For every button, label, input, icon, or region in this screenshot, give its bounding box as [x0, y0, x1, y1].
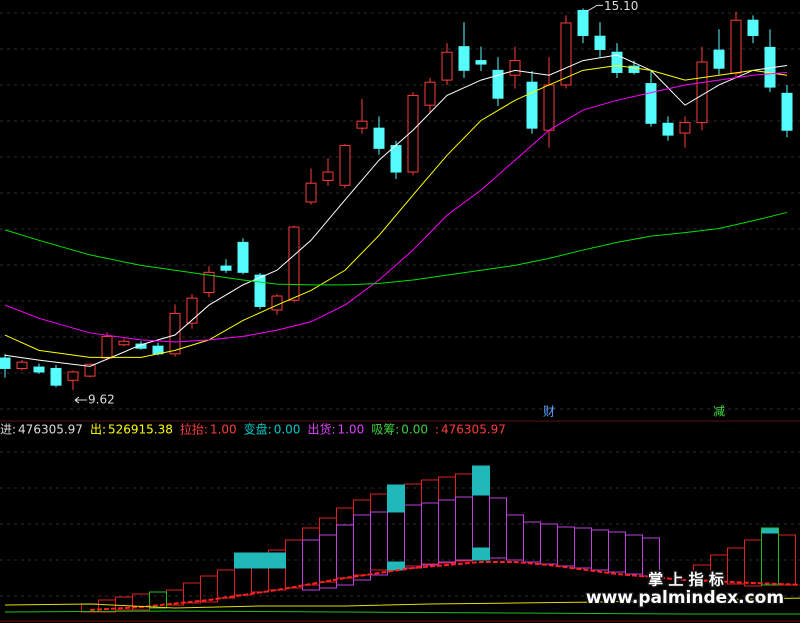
- candle-body: [475, 60, 487, 65]
- candle-body: [101, 335, 113, 359]
- filled-block: [387, 484, 405, 513]
- candle-body: [458, 46, 470, 71]
- legend-value: 1.00: [337, 423, 364, 437]
- legend-value: 476305.97: [441, 423, 506, 437]
- candle-body: [407, 94, 419, 173]
- candle-body: [611, 51, 623, 73]
- annotation-label: 15.10: [604, 0, 638, 13]
- candle-body: [662, 122, 674, 136]
- candle-body: [543, 84, 555, 131]
- candle-body: [254, 274, 266, 307]
- filled-block: [234, 552, 252, 569]
- indicator-line: [89, 561, 800, 611]
- candle-body: [220, 265, 232, 271]
- candle-body: [356, 120, 368, 129]
- candle-body: [645, 83, 657, 124]
- candle-body: [679, 122, 691, 134]
- filled-block: [387, 561, 405, 571]
- legend-value: 1.00: [210, 423, 237, 437]
- candle-body: [628, 65, 640, 73]
- candle-body: [118, 340, 130, 346]
- watermark-url: www.palmindex.com: [586, 588, 784, 608]
- moving-average-line: [4, 211, 788, 286]
- legend-name: 出:: [90, 423, 106, 437]
- legend-name: :: [435, 423, 439, 437]
- legend-value: 476305.97: [18, 423, 83, 437]
- candle-body: [271, 295, 283, 311]
- indicator-line: [4, 610, 800, 615]
- candle-body: [492, 69, 504, 99]
- candle-body: [747, 19, 759, 37]
- candle-body: [135, 343, 147, 349]
- candle-body: [237, 241, 249, 273]
- legend-name: 拉抬:: [180, 422, 208, 437]
- candle-body: [0, 357, 11, 369]
- candle-body: [84, 363, 96, 377]
- legend-name: 吸筹:: [371, 423, 399, 437]
- annotation-label: 9.62: [88, 393, 115, 407]
- legend-value: 526915.38: [108, 423, 173, 437]
- legend-value: 0.00: [401, 423, 428, 437]
- candle-body: [781, 92, 793, 131]
- candle-body: [16, 361, 28, 369]
- candle-body: [305, 182, 317, 203]
- candle-body: [33, 366, 45, 373]
- legend-name: 变盘:: [244, 422, 272, 437]
- moving-average-line: [4, 71, 788, 343]
- candle-body: [186, 297, 198, 324]
- candle-body: [169, 312, 181, 355]
- filled-block: [472, 465, 490, 496]
- candle-body: [696, 61, 708, 124]
- moving-average-line: [4, 64, 788, 358]
- filled-block: [472, 547, 490, 561]
- annotation-arrow: [74, 396, 87, 404]
- candle-body: [441, 51, 453, 81]
- legend-name: 出货:: [307, 422, 335, 437]
- filled-block: [761, 527, 779, 534]
- candle-body: [288, 226, 300, 301]
- candle-body: [713, 49, 725, 69]
- outlined-box: [761, 527, 779, 586]
- outlined-box: [149, 591, 167, 609]
- candle-body: [594, 35, 606, 50]
- annotation-arrow: [586, 4, 603, 12]
- candle-body: [203, 271, 215, 294]
- candle-body: [526, 81, 538, 129]
- signal-label: 减: [713, 405, 725, 419]
- candle-body: [322, 171, 334, 181]
- candle-body: [577, 9, 589, 37]
- signal-label: 财: [543, 405, 555, 419]
- candle-body: [67, 371, 79, 381]
- filled-block: [268, 552, 286, 569]
- candle-body: [424, 81, 436, 106]
- indicator-line: [4, 597, 800, 609]
- candle-body: [730, 19, 742, 74]
- candle-body: [509, 60, 521, 76]
- watermark-cn: 掌 上 指 标: [648, 571, 724, 589]
- candle-body: [339, 145, 351, 186]
- legend-name: 进:: [0, 423, 16, 437]
- candle-body: [390, 145, 402, 173]
- candle-body: [373, 127, 385, 149]
- candle-body: [50, 367, 62, 386]
- candle-body: [560, 22, 572, 86]
- legend-value: 0.00: [274, 423, 301, 437]
- moving-average-line: [4, 54, 788, 367]
- filled-block: [251, 552, 269, 569]
